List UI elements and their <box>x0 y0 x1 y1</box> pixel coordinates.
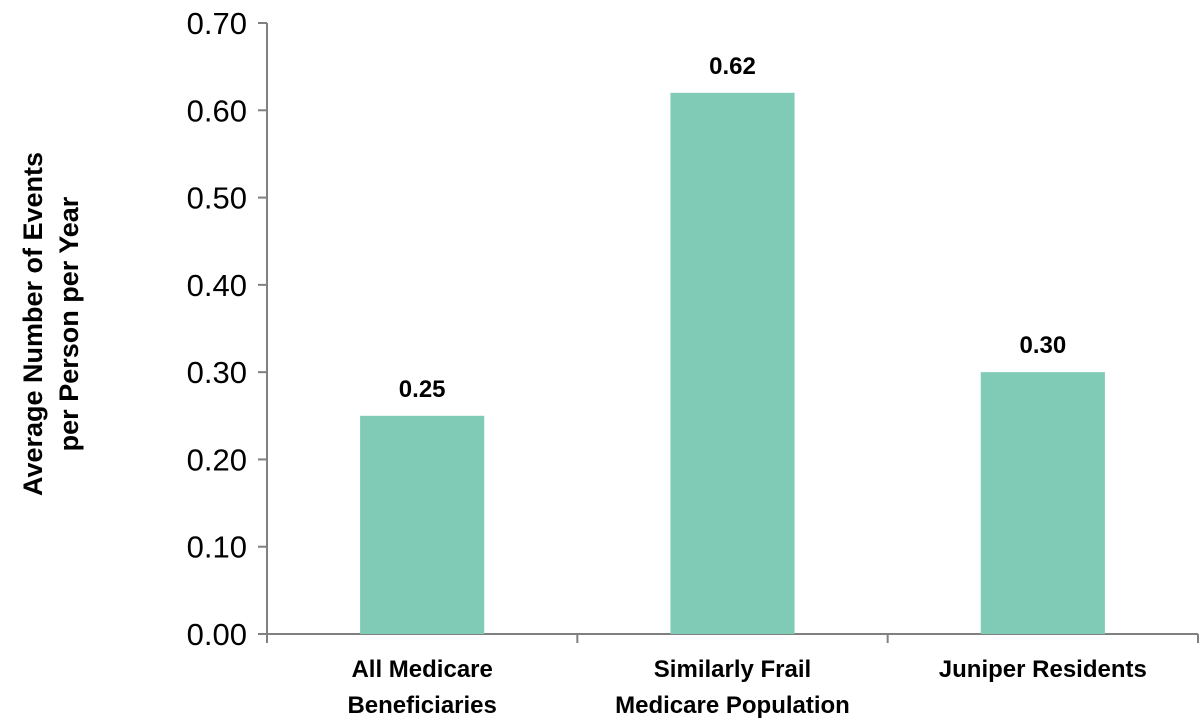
y-tick-label: 0.00 <box>187 617 247 652</box>
bar <box>980 372 1105 634</box>
data-label: 0.30 <box>1019 332 1066 359</box>
bars <box>360 92 1105 635</box>
y-tick-label: 0.40 <box>187 268 247 303</box>
y-tick-label: 0.50 <box>187 181 247 216</box>
category-labels: All Medicare Beneficiaries Similarly Frail… <box>347 656 1146 719</box>
y-axis: 0.00 0.10 0.20 0.30 0.40 0.50 0.60 0.70 <box>187 6 268 652</box>
x-axis <box>266 633 1199 643</box>
x-category-label: Similarly Frail Medicare Population <box>615 656 850 719</box>
x-category-label: Juniper Residents <box>939 656 1147 683</box>
y-tick-label: 0.20 <box>187 442 247 477</box>
data-labels: 0.25 0.62 0.30 <box>399 53 1066 403</box>
bar <box>360 415 485 634</box>
x-category-label: All Medicare Beneficiaries <box>347 656 496 719</box>
y-tick-label: 0.30 <box>187 355 247 390</box>
y-axis-title: Average Number of Events per Person per Y… <box>18 152 84 496</box>
y-tick-label: 0.70 <box>187 6 247 41</box>
y-tick-label: 0.60 <box>187 93 247 128</box>
y-axis-title-text: Average Number of Events per Person per Y… <box>18 152 84 496</box>
bar <box>670 92 795 635</box>
data-label: 0.62 <box>709 53 756 80</box>
y-tick-label: 0.10 <box>187 530 247 565</box>
data-label: 0.25 <box>399 376 446 403</box>
